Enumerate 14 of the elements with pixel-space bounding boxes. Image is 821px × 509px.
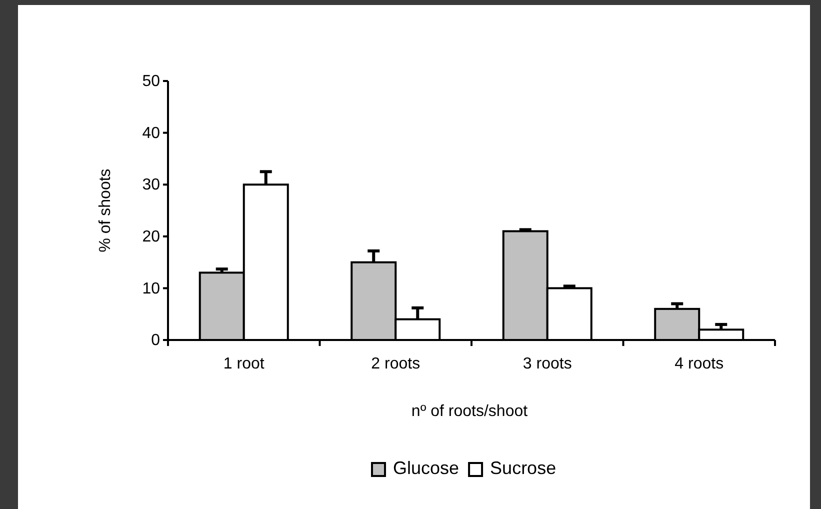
x-tick-label: 1 root	[223, 356, 265, 373]
y-tick-label: 30	[142, 176, 160, 194]
y-tick-label: 0	[151, 332, 160, 350]
y-tick-label: 10	[142, 280, 160, 298]
y-tick-label: 40	[142, 124, 160, 142]
x-axis-title: nº of roots/shoot	[411, 403, 528, 420]
y-tick-label: 20	[142, 228, 160, 246]
x-tick-label: 3 roots	[522, 356, 572, 373]
legend-label: Sucrose	[490, 458, 556, 478]
x-tick-label: 2 roots	[371, 356, 420, 373]
x-tick-label: 4 roots	[674, 356, 724, 373]
y-axis-title: % of shoots	[97, 168, 114, 252]
y-tick-label: 50	[142, 73, 160, 90]
legend-label: Glucose	[393, 458, 460, 478]
